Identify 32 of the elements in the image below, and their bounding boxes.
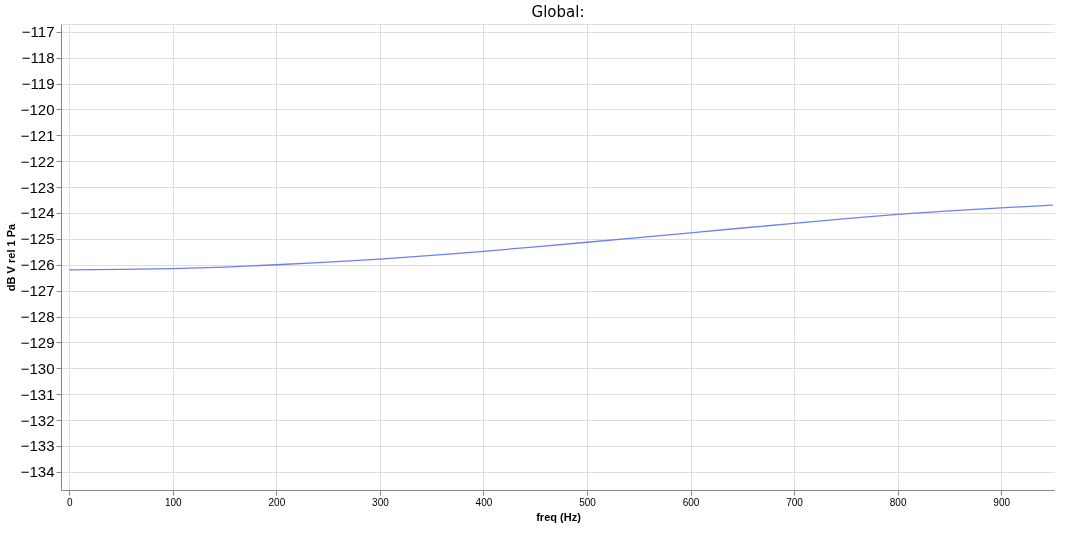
x-tick-label: 400: [475, 496, 493, 508]
x-tick-label: 0: [67, 496, 73, 508]
y-tick-label: −126: [20, 256, 55, 274]
y-tick-label: −120: [20, 100, 55, 118]
x-tick-label: 700: [786, 496, 804, 508]
y-tick-label: −130: [20, 359, 55, 377]
y-tick-label: −125: [20, 230, 55, 248]
y-tick-label: −119: [21, 75, 55, 93]
y-tick-label: −129: [20, 333, 55, 351]
chart-title: Global:: [531, 3, 585, 21]
y-tick-label: −117: [21, 23, 55, 41]
x-tick-label: 900: [993, 496, 1011, 508]
y-tick-label: −123: [20, 178, 55, 196]
y-axis-title: dB V rel 1 Pa: [4, 223, 17, 292]
y-tick-label: −127: [20, 282, 55, 300]
x-tick-label: 300: [372, 496, 390, 508]
y-tick-label: −122: [20, 152, 55, 170]
x-tick-label: 200: [268, 496, 286, 508]
x-tick-label: 500: [579, 496, 597, 508]
x-tick-label: 100: [164, 496, 183, 508]
x-tick-label: 600: [682, 496, 700, 508]
x-axis-title: freq (Hz): [536, 510, 582, 523]
y-tick-label: −118: [21, 49, 55, 67]
y-tick-label: −124: [20, 204, 55, 222]
line-series: [68, 204, 1054, 271]
y-tick-label: −132: [20, 411, 55, 429]
y-tick-label: −121: [20, 126, 55, 144]
y-tick-label: −134: [20, 463, 55, 481]
y-tick-label: −128: [20, 308, 55, 326]
y-tick-label: −133: [20, 437, 55, 455]
x-tick-label: 800: [889, 496, 907, 508]
y-tick-label: −131: [20, 385, 55, 403]
